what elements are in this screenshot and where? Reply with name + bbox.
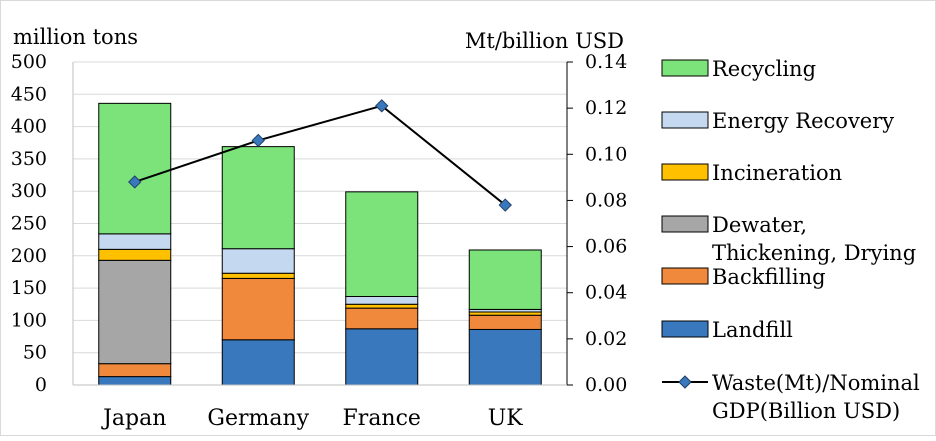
- bar-segment-recycling: [345, 191, 419, 297]
- legend-marker-swatch: [678, 375, 692, 389]
- left-tick-label: 150: [11, 277, 47, 299]
- bar-segment-incineration: [98, 248, 172, 261]
- left-tick-label: 50: [23, 342, 47, 364]
- left-tick-label: 200: [11, 245, 47, 267]
- right-tick-label: 0.10: [585, 143, 627, 165]
- right-tick-label: 0.12: [585, 97, 627, 119]
- bar-segment-incineration: [221, 272, 295, 279]
- bar-segment-energy-recovery: [221, 248, 295, 274]
- right-tick-label: 0.14: [585, 51, 627, 73]
- legend-item: Backfilling: [661, 265, 826, 289]
- bar-segment-incineration: [345, 303, 419, 309]
- bar-segment-recycling: [98, 102, 172, 235]
- right-tick-label: 0.06: [585, 236, 627, 258]
- bar-stacks: [98, 102, 542, 386]
- ratio-point-marker: [375, 99, 389, 113]
- right-tick-label: 0.04: [585, 282, 627, 304]
- legend-swatch: [661, 111, 709, 129]
- axes: 0 50 100 150 200 250 300 350 400 450 500 0.00 0.02 0.…: [11, 51, 628, 431]
- legend-swatch: [661, 267, 709, 285]
- legend-swatch: [661, 320, 709, 338]
- left-axis-label: million tons: [13, 25, 138, 49]
- ratio-point-marker: [251, 133, 265, 148]
- legend-label: Incineration: [712, 161, 842, 185]
- left-tick-label: 350: [11, 148, 47, 170]
- left-tick-label: 500: [11, 51, 47, 73]
- legend-swatch: [661, 215, 709, 233]
- bar-segment-landfill: [468, 328, 542, 386]
- right-tick-label: 0.08: [585, 189, 627, 211]
- legend: Recycling Energy Recovery Incineration Dewa…: [661, 57, 920, 423]
- left-tick-label: 450: [11, 83, 47, 105]
- bar-segment-landfill: [345, 328, 419, 386]
- legend-swatch: [661, 59, 709, 77]
- bar-segment-backfilling: [98, 363, 172, 378]
- legend-item: Energy Recovery: [661, 109, 894, 133]
- ratio-point-marker: [128, 175, 142, 189]
- legend-swatch: [661, 163, 709, 181]
- bar-segment-backfilling: [468, 314, 542, 330]
- legend-item: Waste(Mt)/Nominal GDP(Billion USD): [662, 371, 920, 423]
- left-tick-label: 400: [11, 116, 47, 138]
- legend-item: Incineration: [661, 161, 842, 185]
- right-tick-label: 0.02: [585, 328, 627, 350]
- bar-segment-dewater-thickening-drying: [98, 259, 172, 365]
- bar-segment-energy-recovery: [98, 233, 172, 250]
- legend-label: Landfill: [712, 318, 793, 342]
- right-axis-label: Mt/billion USD: [465, 29, 624, 53]
- left-tick-label: 250: [11, 213, 47, 235]
- legend-label: Waste(Mt)/Nominal: [712, 371, 920, 395]
- left-tick-label: 300: [11, 180, 47, 202]
- legend-label: Energy Recovery: [712, 109, 894, 133]
- category-label: Germany: [207, 406, 309, 431]
- right-tick-label: 0.00: [585, 374, 627, 396]
- bar-segment-recycling: [221, 146, 295, 250]
- legend-label: Thickening, Drying: [712, 241, 916, 265]
- legend-item: Dewater, Thickening, Drying: [661, 213, 916, 265]
- ratio-point-marker: [498, 198, 512, 212]
- legend-item: Landfill: [661, 318, 793, 342]
- bar-segment-landfill: [221, 339, 295, 386]
- legend-label: Backfilling: [712, 265, 826, 289]
- category-label: France: [343, 406, 421, 431]
- legend-label: GDP(Billion USD): [712, 399, 900, 423]
- category-label: Japan: [101, 406, 166, 431]
- bar-segment-backfilling: [345, 307, 419, 330]
- left-tick-label: 100: [11, 309, 47, 331]
- category-label: UK: [488, 406, 524, 431]
- bar-segment-landfill: [98, 376, 172, 386]
- bar-segment-recycling: [468, 249, 542, 310]
- ratio-line: [134, 104, 506, 206]
- ratio-line-series: [128, 99, 512, 212]
- legend-item: Recycling: [661, 57, 816, 81]
- legend-label: Dewater,: [712, 213, 807, 237]
- legend-label: Recycling: [712, 57, 816, 81]
- bar-segment-energy-recovery: [345, 295, 419, 305]
- left-tick-label: 0: [35, 374, 47, 396]
- bar-segment-backfilling: [221, 277, 295, 341]
